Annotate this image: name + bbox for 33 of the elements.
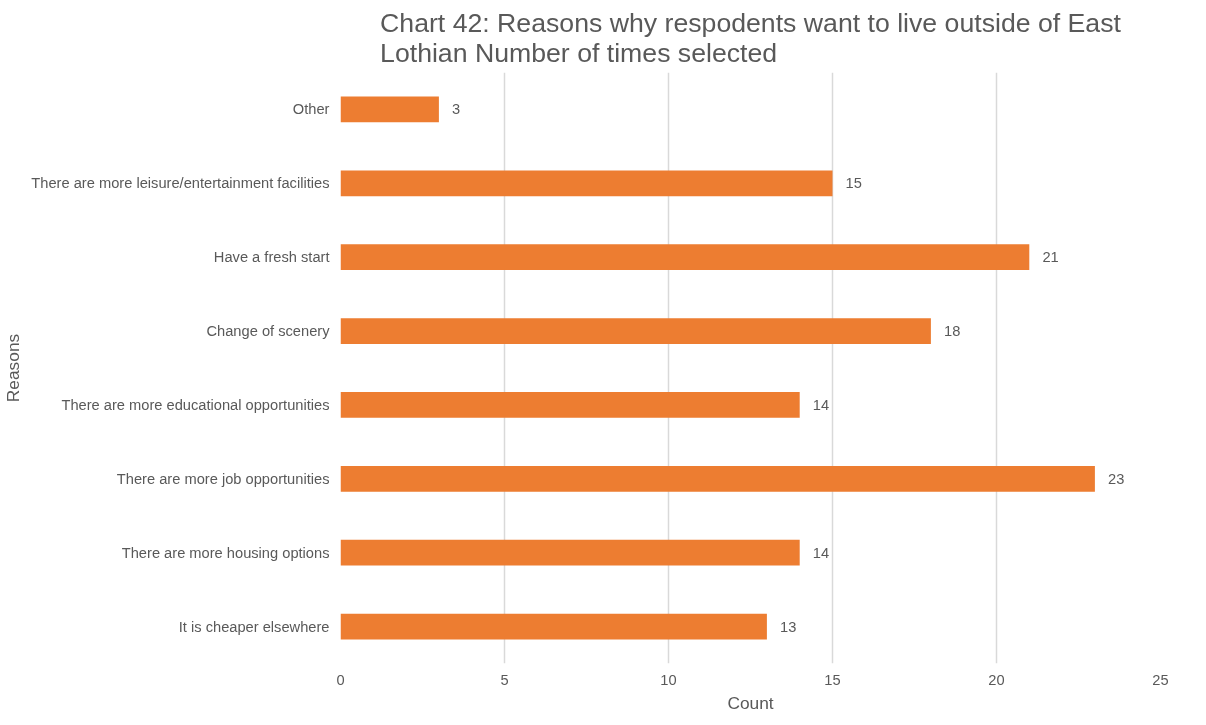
bar bbox=[340, 613, 767, 640]
y-tick-label: There are more housing options bbox=[121, 544, 330, 561]
x-axis-title: Count bbox=[727, 692, 774, 713]
bar bbox=[340, 539, 800, 566]
x-tick-label: 0 bbox=[336, 671, 345, 688]
x-tick-label: 20 bbox=[988, 671, 1005, 688]
data-label: 14 bbox=[812, 396, 830, 413]
data-label: 23 bbox=[1108, 470, 1125, 487]
y-tick-label: There are more leisure/entertainment facilities bbox=[31, 175, 330, 192]
y-tick-label: Have a fresh start bbox=[213, 249, 330, 266]
bar bbox=[340, 318, 931, 344]
data-label: 18 bbox=[944, 323, 961, 340]
x-tick-label: 25 bbox=[1152, 671, 1169, 688]
y-tick-label: There are more educational opportunities bbox=[61, 396, 330, 413]
y-tick-label: There are more job opportunities bbox=[116, 470, 330, 487]
bar bbox=[340, 244, 1030, 271]
data-label: 15 bbox=[845, 175, 862, 192]
bar bbox=[340, 392, 800, 418]
bar bbox=[340, 465, 1095, 492]
y-axis-title: Reasons bbox=[3, 333, 24, 403]
data-label: 21 bbox=[1042, 249, 1059, 266]
x-tick-label: 10 bbox=[660, 671, 677, 688]
x-tick-label: 15 bbox=[824, 671, 841, 688]
x-tick-label: 5 bbox=[500, 671, 509, 688]
y-tick-label: Other bbox=[292, 101, 330, 118]
data-label: 14 bbox=[812, 544, 830, 561]
y-tick-label: It is cheaper elsewhere bbox=[178, 618, 330, 635]
data-label: 13 bbox=[780, 618, 797, 635]
bar bbox=[340, 170, 833, 197]
bar bbox=[340, 96, 439, 123]
chart-title: Chart 42: Reasons why respodents want to live outside of East Lothian Number of times selected bbox=[380, 7, 1122, 68]
data-label: 3 bbox=[452, 101, 461, 118]
y-tick-label: Change of scenery bbox=[206, 323, 331, 340]
